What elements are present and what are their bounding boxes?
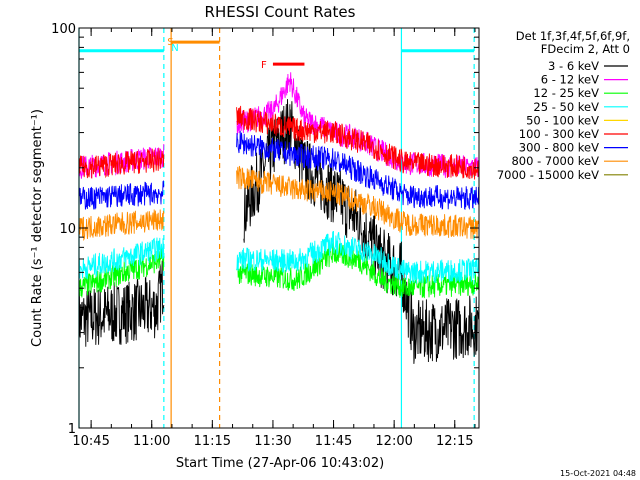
series-line-3 <box>78 230 480 284</box>
legend-label-0: 3 - 6 keV <box>548 59 599 73</box>
flare-bar-label: F <box>261 60 267 71</box>
x-axis-label: Start Time (27-Apr-06 10:43:02) <box>176 456 384 471</box>
legend-label-7: 800 - 7000 keV <box>511 154 599 168</box>
series-line-5 <box>78 105 480 180</box>
legend-label-2: 12 - 25 keV <box>533 86 599 100</box>
x-tick-label-1: 11:00 <box>133 434 170 449</box>
series-line-2 <box>78 242 480 299</box>
y-tick-label-2: 100 <box>51 22 76 37</box>
footer-timestamp: 15-Oct-2021 04:48 <box>560 469 636 478</box>
x-tick-label-5: 12:00 <box>375 434 412 449</box>
y-tick-label-1: 10 <box>59 222 76 237</box>
y-tick-label-0: 1 <box>68 422 76 437</box>
y-axis-label: Count Rate (s⁻¹ detector segment⁻¹) <box>30 109 45 347</box>
legend-label-4: 50 - 100 keV <box>526 113 599 127</box>
x-tick-label-0: 10:45 <box>72 434 109 449</box>
x-tick-label-6: 12:15 <box>436 434 473 449</box>
plot-area: F SN 10:45 11:00 11:15 11:30 11:45 12:00 12:15 1 1… <box>51 22 480 449</box>
legend-label-3: 25 - 50 keV <box>533 100 599 114</box>
legend-header-1: FDecim 2, Att 0 <box>541 42 630 56</box>
x-tick-label-3: 11:30 <box>254 434 291 449</box>
legend-label-1: 6 - 12 keV <box>541 73 599 87</box>
marker-label-n: N <box>171 43 178 54</box>
legend-label-5: 100 - 300 keV <box>519 127 599 141</box>
series-line-7 <box>78 165 480 242</box>
marker-label-s: S <box>167 37 173 48</box>
x-tick-label-4: 11:45 <box>315 434 352 449</box>
series-line-6 <box>78 130 480 211</box>
legend-label-6: 300 - 800 keV <box>519 141 599 155</box>
legend: Det 1f,3f,4f,5f,6f,9f,FDecim 2, Att 0 3 -… <box>497 29 630 182</box>
legend-header-0: Det 1f,3f,4f,5f,6f,9f, <box>516 29 630 43</box>
x-tick-label-2: 11:15 <box>194 434 231 449</box>
chart-title: RHESSI Count Rates <box>205 3 356 21</box>
legend-label-8: 7000 - 15000 keV <box>497 168 599 182</box>
